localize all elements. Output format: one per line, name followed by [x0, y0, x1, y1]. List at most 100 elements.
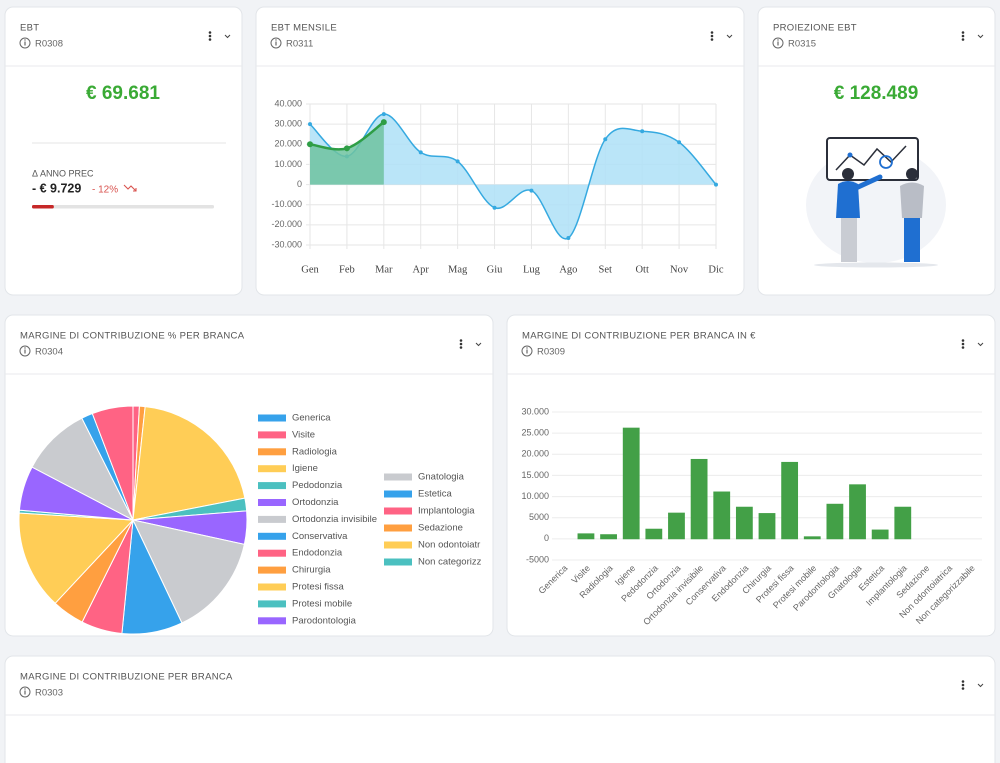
- card-menu-button[interactable]: [961, 31, 965, 41]
- legend-label: Sedazione: [418, 523, 463, 534]
- series-point: [307, 141, 313, 148]
- y-tick-label: 20.000: [274, 139, 302, 149]
- info-icon: [521, 345, 533, 357]
- x-tick-label: Nov: [670, 264, 689, 275]
- card-menu-button[interactable]: [459, 339, 463, 349]
- legend-item: Gnatologia: [384, 472, 465, 483]
- legend-item: Chirurgia: [258, 565, 331, 576]
- x-tick-label: Giu: [487, 264, 504, 275]
- trend-down-icon: [123, 184, 137, 192]
- y-tick-label: -10.000: [271, 199, 302, 209]
- legend-swatch: [258, 617, 286, 625]
- legend-swatch: [384, 558, 412, 566]
- legend-item: Visite: [258, 429, 315, 440]
- info-icon: [19, 686, 31, 698]
- card-menu-button[interactable]: [710, 31, 714, 41]
- menu-dot: [459, 346, 463, 349]
- pie-slice: [132, 519, 245, 624]
- menu-dot: [961, 339, 965, 342]
- illus-board: [826, 137, 919, 181]
- legend-swatch: [258, 414, 286, 422]
- bar: [826, 503, 844, 540]
- card-code: R0315: [788, 39, 816, 50]
- series-point: [529, 188, 534, 193]
- y-tick-label: 30.000: [274, 119, 302, 129]
- menu-dot: [710, 38, 714, 41]
- legend-item: Protesi fissa: [258, 582, 344, 593]
- y-tick-label: 20.000: [521, 449, 549, 459]
- legend-swatch: [384, 490, 412, 498]
- x-tick-label: Mag: [448, 264, 468, 275]
- x-tick-label: Dic: [708, 264, 724, 275]
- y-tick-label: 40.000: [274, 98, 302, 108]
- collapse-chevron[interactable]: [224, 34, 231, 39]
- legend-item: Pedodonzia: [258, 480, 343, 491]
- series-point: [455, 159, 460, 164]
- illus-arm: [853, 174, 883, 191]
- card-menu-button[interactable]: [961, 680, 965, 690]
- legend-item: Ortodonzia: [258, 497, 339, 508]
- y-tick-label: 10.000: [274, 159, 302, 169]
- info-icon-dot: [526, 347, 528, 349]
- bar: [668, 512, 685, 540]
- projection-value: € 128.489: [834, 83, 919, 104]
- legend-label: Non categorizzabile: [418, 557, 501, 568]
- series-point: [308, 122, 312, 127]
- menu-dot: [961, 34, 965, 38]
- illus-legs: [904, 218, 920, 262]
- delta-label: Δ ANNO PREC: [32, 168, 94, 178]
- card-menu-button[interactable]: [961, 339, 965, 349]
- x-tick-label: Lug: [523, 264, 541, 275]
- bar: [690, 458, 708, 540]
- collapse-chevron[interactable]: [977, 683, 984, 688]
- legend-swatch: [258, 431, 286, 439]
- y-tick-label: 5000: [529, 512, 549, 522]
- progress-track: [32, 205, 214, 209]
- legend-item: Igiene: [258, 463, 318, 474]
- series-point: [640, 129, 645, 134]
- card-code: R0308: [35, 39, 63, 50]
- bar: [600, 534, 617, 540]
- y-tick-label: -5000: [526, 554, 549, 564]
- legend-label: Gnatologia: [418, 472, 465, 483]
- info-icon: [19, 345, 31, 357]
- legend-label: Igiene: [292, 463, 318, 474]
- legend-label: Implantologia: [418, 506, 475, 517]
- collapse-chevron[interactable]: [726, 34, 733, 39]
- menu-dot: [710, 34, 714, 38]
- legend-swatch: [258, 583, 286, 591]
- bar: [849, 484, 866, 540]
- legend-label: Ortodonzia invisibile: [292, 514, 377, 525]
- info-icon: [270, 37, 282, 49]
- bar: [758, 513, 776, 540]
- illus-dot: [847, 152, 853, 158]
- legend-item: Ortodonzia invisibile: [258, 514, 377, 525]
- card-menu-button[interactable]: [208, 31, 212, 41]
- illus-head: [842, 168, 854, 180]
- card-title: EBT: [20, 23, 39, 34]
- illus-chart: [835, 145, 907, 171]
- info-icon: [772, 37, 784, 49]
- collapse-chevron[interactable]: [475, 342, 482, 347]
- x-tick-label: Mar: [375, 264, 393, 275]
- y-tick-label: 25.000: [521, 428, 549, 438]
- menu-dot: [459, 342, 463, 346]
- legend-label: Visite: [292, 429, 315, 440]
- legend-label: Endodonzia: [292, 548, 343, 559]
- bar: [622, 427, 640, 540]
- menu-dot: [459, 339, 463, 342]
- legend-label: Ortodonzia: [292, 497, 339, 508]
- card-code: R0303: [35, 688, 63, 699]
- series-point: [381, 112, 386, 117]
- illus-ring: [879, 155, 893, 169]
- series-point: [566, 235, 571, 240]
- collapse-chevron[interactable]: [977, 342, 984, 347]
- legend-item: Radiologia: [258, 446, 338, 457]
- menu-dot: [961, 346, 965, 349]
- menu-dot: [961, 683, 965, 687]
- info-icon-dot: [24, 347, 26, 349]
- menu-dot: [961, 38, 965, 41]
- card-code: R0309: [537, 347, 565, 358]
- collapse-chevron[interactable]: [977, 34, 984, 39]
- x-tick-label: Set: [599, 264, 613, 275]
